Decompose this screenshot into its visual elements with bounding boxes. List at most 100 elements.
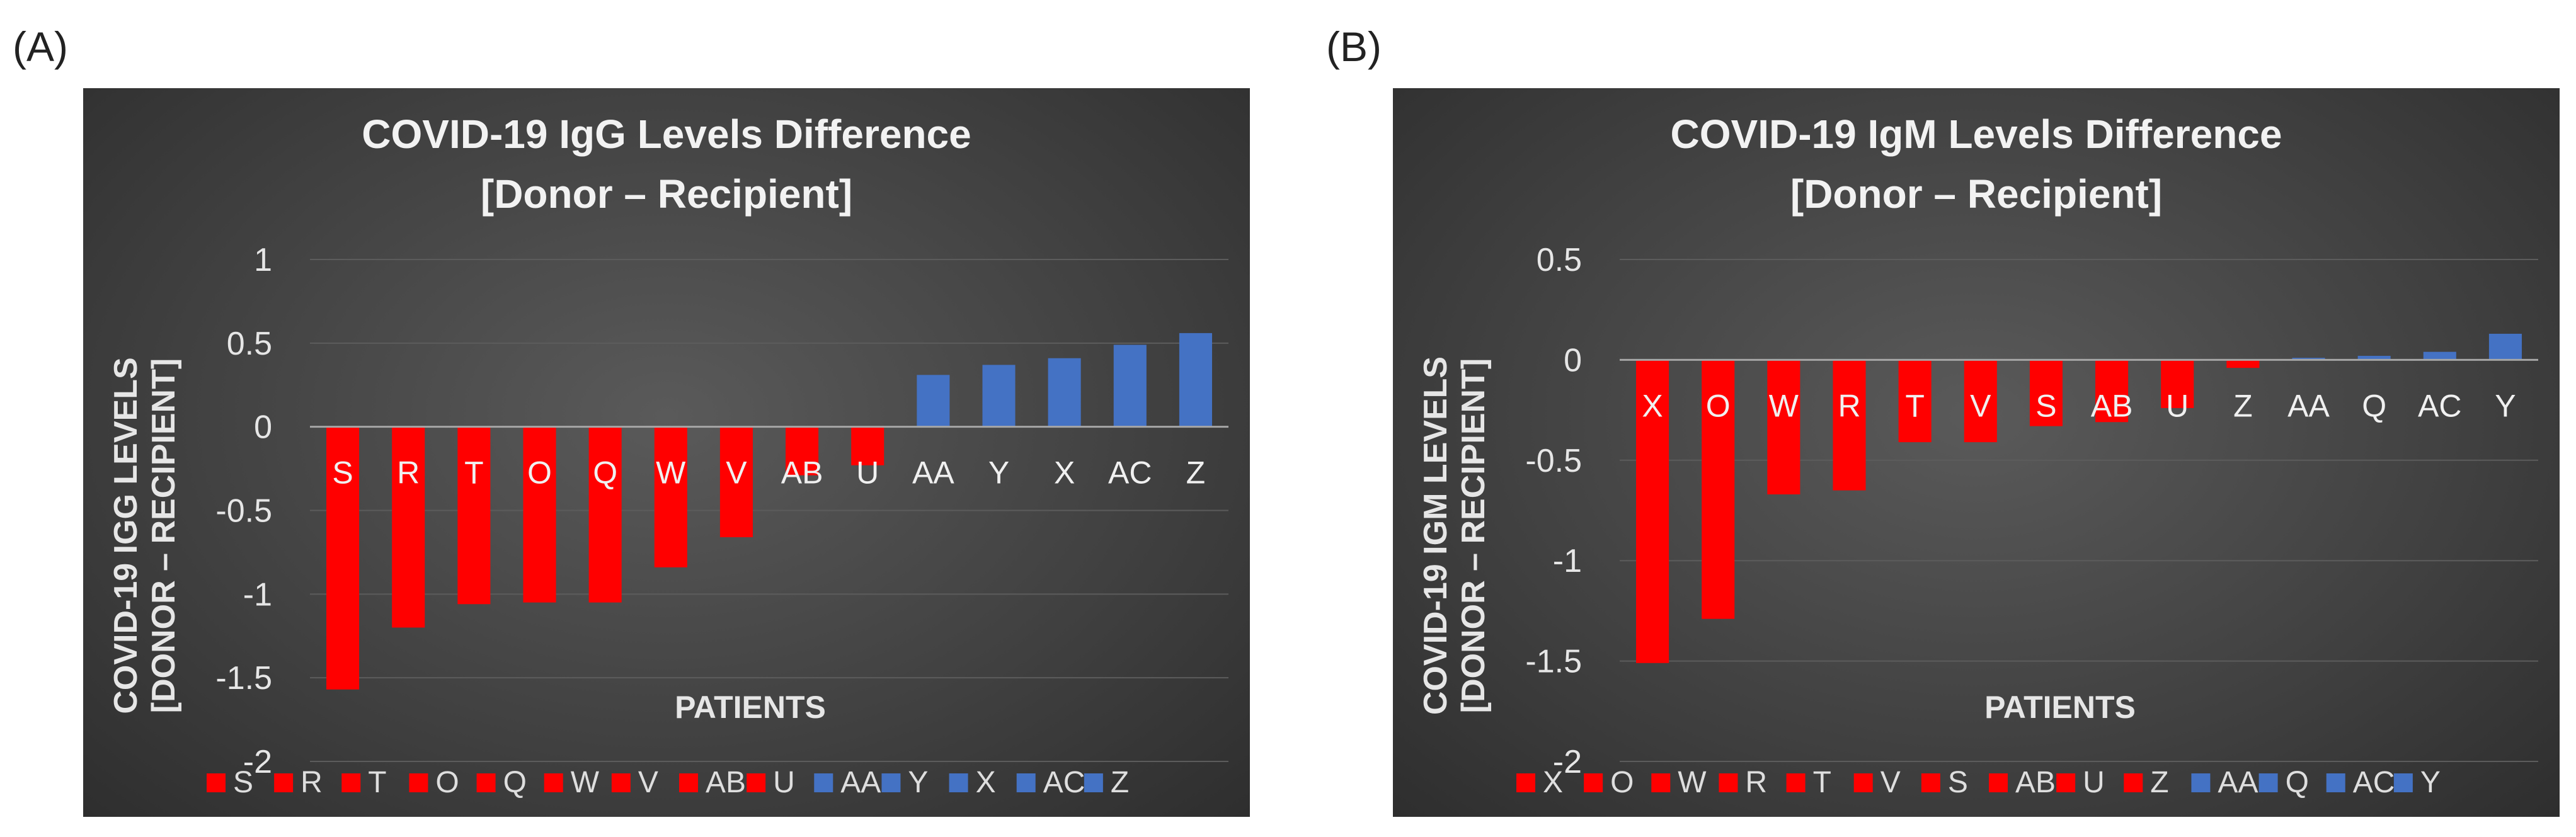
y-axis-label: COVID-19 IGM LEVELS [DONOR – RECIPIENT]	[1417, 356, 1492, 715]
legend-swatch	[544, 773, 563, 792]
category-label: X	[1054, 455, 1075, 491]
category-label: U	[2166, 388, 2189, 423]
legend-label: T	[1813, 766, 1831, 799]
y-tick-label: -0.5	[215, 493, 272, 530]
category-label: O	[1706, 388, 1731, 423]
legend-swatch	[207, 773, 226, 792]
bar-W	[1767, 360, 1800, 494]
legend-swatch	[747, 773, 766, 792]
legend-swatch	[1651, 773, 1671, 792]
category-label: V	[1970, 388, 1991, 423]
bar-R	[392, 426, 425, 628]
bar-Y	[2488, 333, 2522, 360]
bar-AA	[2292, 358, 2325, 360]
legend-label: T	[368, 766, 386, 799]
legend-label: X	[976, 766, 996, 799]
legend-label: R	[1745, 766, 1767, 799]
legend-label: AA	[840, 766, 881, 799]
bar-V	[1964, 360, 1997, 443]
legend-label: AA	[2218, 766, 2258, 799]
legend-label: AB	[2015, 766, 2056, 799]
category-label: Z	[2233, 388, 2253, 423]
y-tick-label: -1.5	[215, 660, 272, 697]
bar-Y	[982, 365, 1016, 427]
legend-label: W	[1678, 766, 1707, 799]
bar-T	[457, 426, 491, 605]
category-label: V	[726, 455, 747, 491]
legend-label: U	[773, 766, 795, 799]
legend-swatch	[1853, 773, 1873, 792]
legend-swatch	[2393, 773, 2413, 792]
category-label: W	[656, 455, 686, 491]
bar-AB	[786, 426, 819, 475]
y-tick-label: -2	[1553, 744, 1582, 780]
igm-chart: COVID-19 IgM Levels Difference [Donor – R…	[1393, 88, 2560, 817]
legend-label: AC	[1043, 766, 1085, 799]
bar-X	[1048, 358, 1081, 427]
category-label: S	[332, 455, 353, 491]
legend-swatch	[2326, 773, 2345, 792]
category-label: AC	[2418, 388, 2461, 423]
legend-swatch	[1719, 773, 1738, 792]
legend-swatch	[679, 773, 698, 792]
legend-label: S	[1948, 766, 1968, 799]
y-tick-label: 0.5	[1537, 242, 1582, 278]
y-axis-label-line-1: COVID-19 IGG LEVELS	[108, 357, 144, 714]
y-tick-label: -0.5	[1525, 443, 1582, 479]
panel-b-label: (B)	[1326, 23, 1382, 70]
bar-Q	[2357, 356, 2391, 360]
category-label: S	[2035, 388, 2056, 423]
y-tick-label: -1	[243, 576, 272, 613]
legend-label: Y	[908, 766, 928, 799]
y-tick-label: -1.5	[1525, 644, 1582, 680]
legend-swatch	[341, 773, 361, 792]
category-label: AC	[1108, 455, 1152, 491]
bar-X	[1636, 360, 1669, 663]
legend-label: R	[301, 766, 323, 799]
y-axis-label-line-2: [DONOR – RECIPIENT]	[146, 358, 182, 713]
category-label: AA	[2287, 388, 2330, 423]
category-label: AB	[2091, 388, 2133, 423]
chart-title-line-1: COVID-19 IgM Levels Difference	[1671, 111, 2282, 157]
category-label: Y	[2495, 388, 2516, 423]
category-label: R	[1838, 388, 1860, 423]
igm-chart-svg: COVID-19 IgM Levels Difference [Donor – R…	[1417, 111, 2538, 799]
category-label: T	[464, 455, 484, 491]
legend-swatch	[274, 773, 294, 792]
category-label: T	[1905, 388, 1925, 423]
legend-swatch	[1084, 773, 1103, 792]
legend-swatch	[476, 773, 496, 792]
bar-U	[2161, 360, 2194, 408]
legend-swatch	[881, 773, 901, 792]
legend-swatch	[1921, 773, 1940, 792]
legend-swatch	[2124, 773, 2143, 792]
y-tick-label: 0.5	[227, 326, 272, 362]
category-label: AB	[781, 455, 823, 491]
bar-O	[523, 426, 556, 603]
chart-title-line-2: [Donor – Recipient]	[481, 171, 852, 217]
chart-title-line-2: [Donor – Recipient]	[1790, 171, 2162, 217]
legend-swatch	[1016, 773, 1036, 792]
category-label: R	[397, 455, 420, 491]
legend-label: X	[1543, 766, 1563, 799]
bar-Q	[588, 426, 622, 603]
bar-V	[719, 426, 753, 538]
legend-swatch	[814, 773, 833, 792]
bar-AB	[2095, 360, 2129, 423]
panel-a-label: (A)	[13, 23, 68, 70]
legend-label: V	[1880, 766, 1901, 799]
legend-label: Z	[2150, 766, 2168, 799]
y-axis-label-line-1: COVID-19 IGM LEVELS	[1417, 356, 1454, 715]
category-label: Y	[988, 455, 1009, 491]
legend-swatch	[611, 773, 631, 792]
legend-label: O	[435, 766, 459, 799]
igg-chart: COVID-19 IgG Levels Difference [Donor – R…	[83, 88, 1250, 817]
y-tick-label: -2	[243, 744, 272, 780]
category-label: W	[1769, 388, 1799, 423]
legend-swatch	[1786, 773, 1806, 792]
category-label: U	[856, 455, 879, 491]
y-axis-label: COVID-19 IGG LEVELS [DONOR – RECIPIENT]	[108, 357, 182, 714]
legend-label: U	[2083, 766, 2105, 799]
bar-Z	[1179, 333, 1212, 427]
bar-AC	[2423, 351, 2456, 360]
